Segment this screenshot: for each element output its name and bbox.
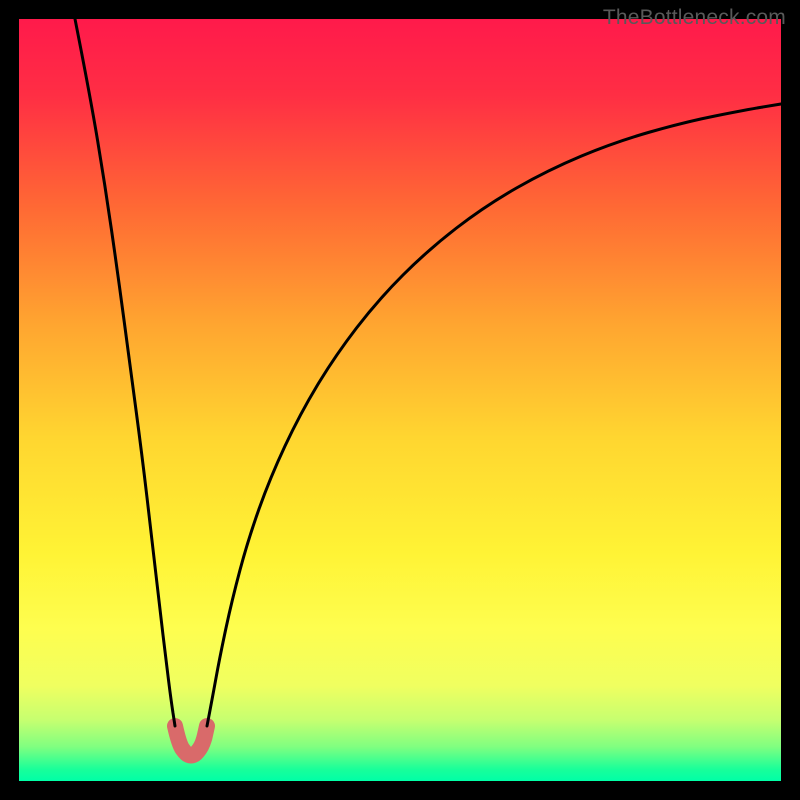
bottleneck-chart: TheBottleneck.com [0,0,800,800]
chart-canvas [0,0,800,800]
